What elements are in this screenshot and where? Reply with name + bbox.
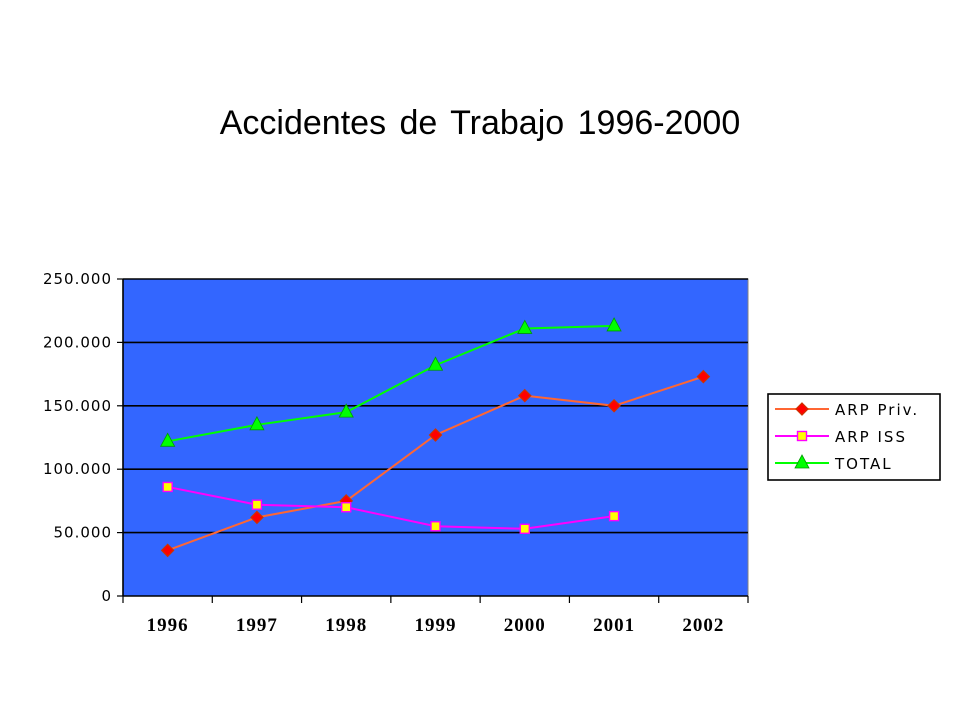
series-arp-iss xyxy=(162,481,620,534)
y-tick-label: 150.000 xyxy=(43,397,112,415)
x-tick-label: 2002 xyxy=(682,615,724,636)
data-point xyxy=(427,356,444,371)
data-point xyxy=(249,415,265,431)
x-tick-label: 1999 xyxy=(415,615,457,636)
data-point xyxy=(159,432,176,447)
data-point xyxy=(251,499,263,510)
legend-label: ARP Priv. xyxy=(835,401,919,419)
y-tick-label: 50.000 xyxy=(54,524,113,542)
y-tick-label: 200.000 xyxy=(43,333,112,351)
legend-item: ARP Priv. xyxy=(775,401,919,419)
y-axis-ticks: 0 50.000 100.000 150.000 200.000 250.000 xyxy=(43,270,123,605)
data-point xyxy=(696,369,711,384)
series-line xyxy=(167,485,615,530)
series-group xyxy=(159,317,711,558)
data-point xyxy=(428,428,443,442)
x-axis-ticks: 1996 1997 1998 1999 2000 2001 2002 xyxy=(122,596,749,636)
data-point xyxy=(517,319,533,334)
x-tick-label: 2001 xyxy=(593,615,635,636)
data-point xyxy=(162,481,173,493)
data-point xyxy=(606,317,622,332)
y-tick-label: 250.000 xyxy=(43,270,112,288)
legend-item: ARP ISS xyxy=(775,428,907,446)
series-arp-priv xyxy=(160,369,711,558)
x-tick-label: 1997 xyxy=(236,615,278,636)
data-point xyxy=(430,521,441,532)
legend-label: ARP ISS xyxy=(835,428,907,446)
legend-marker xyxy=(794,454,810,469)
data-point xyxy=(250,510,264,525)
chart-title: Accidentes de Trabajo 1996-2000 xyxy=(219,104,741,142)
legend: ARP Priv. ARP ISS TOTAL xyxy=(767,393,941,481)
data-point xyxy=(608,510,620,522)
x-tick-label: 2000 xyxy=(504,615,546,636)
gridlines xyxy=(123,278,748,534)
x-tick-label: 1998 xyxy=(325,615,367,636)
x-tick-label: 1996 xyxy=(147,615,189,636)
data-point xyxy=(160,543,175,558)
series-line xyxy=(167,324,615,443)
axes xyxy=(122,279,748,597)
legend-marker xyxy=(795,402,809,416)
legend-item: TOTAL xyxy=(775,454,893,473)
y-tick-label: 0 xyxy=(101,587,112,605)
data-point xyxy=(338,403,354,418)
data-point xyxy=(519,523,530,534)
data-point xyxy=(517,388,532,403)
y-tick-label: 100.000 xyxy=(43,460,112,478)
legend-marker xyxy=(796,430,808,442)
data-point xyxy=(607,398,621,413)
series-total xyxy=(159,317,622,447)
data-point xyxy=(341,502,352,513)
legend-label: TOTAL xyxy=(834,455,893,473)
